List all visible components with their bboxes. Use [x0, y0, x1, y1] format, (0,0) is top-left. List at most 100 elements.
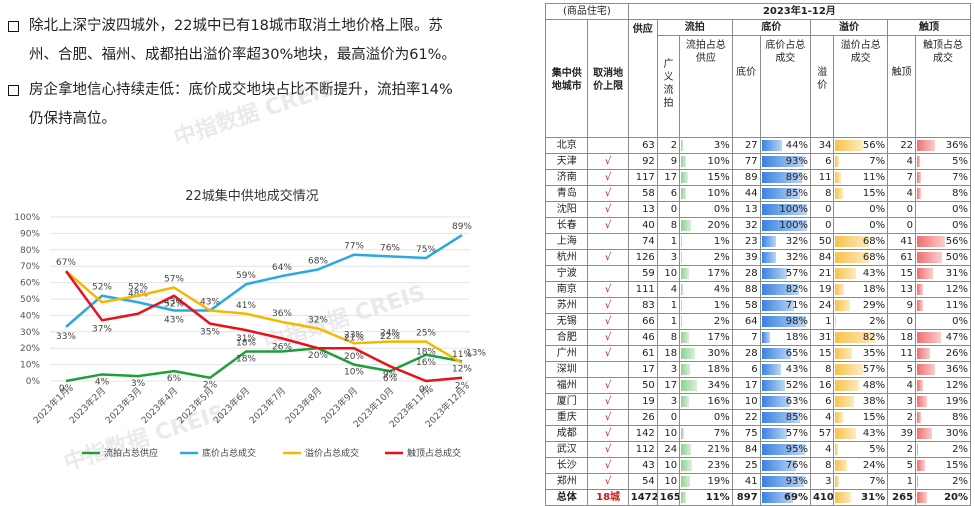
- bar-value: 19%: [707, 476, 729, 487]
- fail-count-cell: 10: [657, 426, 679, 442]
- data-bar: [917, 140, 935, 151]
- top-pct-cell: 31%: [916, 266, 971, 282]
- data-label: 41%: [236, 301, 256, 311]
- prem-pct-cell: 0%: [834, 218, 888, 234]
- data-label: 43%: [200, 297, 220, 307]
- bar-value: 2%: [952, 476, 968, 487]
- data-label: 0%: [59, 384, 74, 394]
- base-group-header: 底价: [732, 20, 810, 36]
- data-bar: [681, 332, 689, 343]
- fail-pct-cell: 0%: [680, 410, 733, 426]
- bar-value: 98%: [786, 316, 808, 327]
- bar-value: 2%: [952, 444, 968, 455]
- legend-label: 触顶占总成交: [407, 447, 461, 459]
- base-count-cell: 6: [732, 362, 760, 378]
- top-count-cell: 5: [888, 458, 916, 474]
- top-count-cell: 4: [888, 154, 916, 170]
- prem-count-cell: 50: [810, 234, 833, 250]
- bar-value: 17%: [707, 268, 729, 279]
- top-pct-cell: 47%: [916, 330, 971, 346]
- bar-value: 63%: [786, 396, 808, 407]
- fail-count-cell: 8: [657, 218, 679, 234]
- legend-label: 流拍占总供应: [104, 447, 158, 459]
- bar-value: 12%: [946, 380, 968, 391]
- fail-group-header: 流拍: [657, 20, 732, 36]
- fail-pct-cell: 2%: [680, 250, 733, 266]
- prem-pct-cell: 7%: [834, 474, 888, 490]
- bar-value: 68%: [863, 236, 885, 247]
- base-count-cell: 897: [732, 490, 760, 506]
- base-pct-cell: 63%: [760, 394, 810, 410]
- base-pct-cell: 44%: [760, 138, 810, 154]
- city-cell: 福州: [546, 378, 588, 394]
- data-label: 59%: [236, 271, 256, 281]
- bar-value: 23%: [707, 460, 729, 471]
- top-pct-cell: 0%: [916, 218, 971, 234]
- bar-value: 21%: [707, 444, 729, 455]
- city-cell: 成都: [546, 426, 588, 442]
- bar-value: 68%: [863, 252, 885, 263]
- bar-value: 44%: [786, 140, 808, 151]
- fail-pct-cell: 18%: [680, 362, 733, 378]
- top-pct-cell: 12%: [916, 282, 971, 298]
- bar-value: 4%: [714, 284, 730, 295]
- bar-value: 11%: [946, 300, 968, 311]
- bar-value: 17%: [707, 332, 729, 343]
- bar-value: 18%: [786, 332, 808, 343]
- top-pct-cell: 20%: [916, 490, 971, 506]
- data-bar: [681, 140, 682, 151]
- fail-count-cell: 10: [657, 474, 679, 490]
- data-bar: [917, 380, 923, 391]
- data-bar: [681, 444, 691, 455]
- base-pct-cell: 32%: [760, 250, 810, 266]
- top-count-header: 触顶: [888, 36, 916, 138]
- city-cell: 上海: [546, 234, 588, 250]
- base-pct-cell: 100%: [760, 218, 810, 234]
- prem-count-cell: 16: [810, 378, 833, 394]
- cap-removed-cell: 18城: [588, 490, 628, 506]
- prem-count-cell: 4: [810, 442, 833, 458]
- base-count-cell: 17: [732, 378, 760, 394]
- data-label: 52%: [164, 300, 184, 310]
- data-label: 33%: [56, 332, 76, 342]
- bar-value: 38%: [863, 396, 885, 407]
- bar-value: 57%: [786, 428, 808, 439]
- top-count-cell: 18: [888, 330, 916, 346]
- bullet-list: 除北上深宁波四城外，22城中已有18城市取消土地价格上限。苏州、合肥、福州、成都…: [6, 12, 456, 140]
- data-bar: [762, 236, 777, 247]
- bar-value: 31%: [946, 268, 968, 279]
- data-label: 57%: [164, 275, 184, 285]
- data-label: 77%: [344, 242, 364, 252]
- y-tick-label: 20%: [20, 344, 40, 354]
- bar-value: 0%: [869, 204, 885, 215]
- top-pct-cell: 50%: [916, 250, 971, 266]
- prem-pct-cell: 29%: [834, 298, 888, 314]
- data-bar: [681, 220, 691, 231]
- bar-value: 0%: [952, 220, 968, 231]
- bar-value: 93%: [786, 156, 808, 167]
- data-bar: [681, 364, 690, 375]
- supply-cell: 126: [628, 250, 657, 266]
- fail-count-cell: 1: [657, 314, 679, 330]
- bar-value: 11%: [706, 492, 730, 503]
- bar-value: 82%: [786, 284, 808, 295]
- data-label: 52%: [128, 283, 148, 293]
- city-cell: 长春: [546, 218, 588, 234]
- fail-count-cell: 18: [657, 346, 679, 362]
- data-bar: [835, 380, 858, 391]
- prem-count-cell: 6: [810, 154, 833, 170]
- top-pct-cell: 19%: [916, 394, 971, 410]
- base-count-cell: 64: [732, 314, 760, 330]
- fail-pct-cell: 1%: [680, 298, 733, 314]
- prem-count-cell: 11: [810, 170, 833, 186]
- top-pct-header: 触顶占总成交: [916, 36, 971, 138]
- data-bar: [835, 492, 850, 503]
- bar-value: 18%: [707, 364, 729, 375]
- base-count-cell: 7: [732, 330, 760, 346]
